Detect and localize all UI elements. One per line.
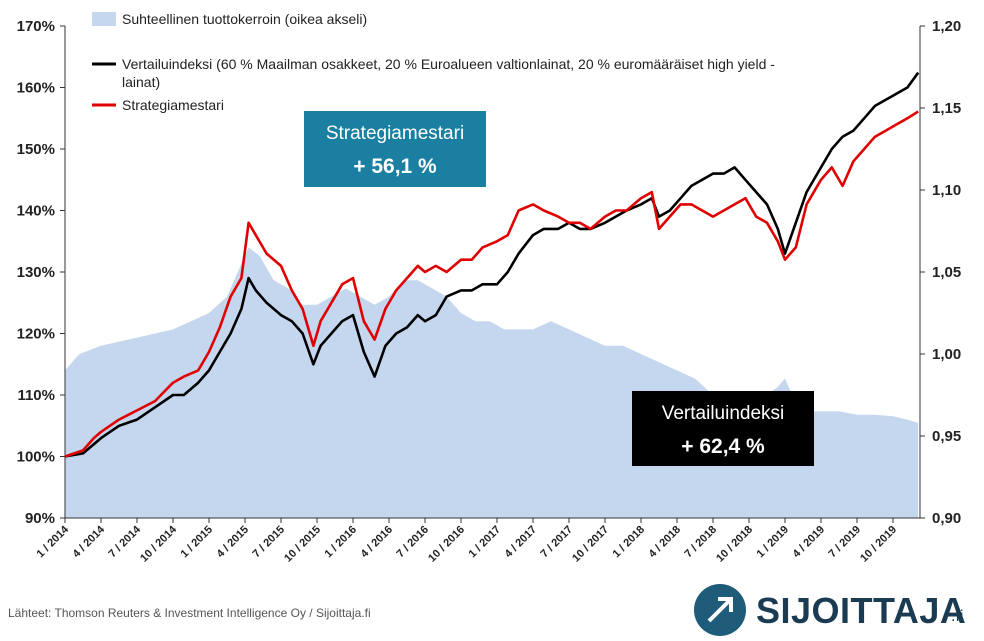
- legend-label-area: Suhteellinen tuottokerroin (oikea akseli…: [122, 11, 367, 27]
- x-tick-label: 1 / 2015: [179, 524, 216, 561]
- y-left-tick-label: 100%: [17, 449, 55, 466]
- x-tick-label: 1 / 2019: [755, 524, 792, 561]
- vertailuindeksi-callout: Vertailuindeksi + 62,4 %: [632, 391, 814, 466]
- x-tick-label: 7 / 2015: [251, 524, 288, 561]
- legend-label-strategiamestari: Strategiamestari: [122, 97, 224, 113]
- x-tick-label: 10 / 2016: [426, 524, 467, 565]
- x-tick-label: 7 / 2016: [395, 524, 432, 561]
- x-tick-label: 4 / 2017: [503, 524, 540, 561]
- legend-swatch-area: [92, 12, 116, 26]
- strategiamestari-callout-label: Strategiamestari: [325, 123, 465, 144]
- x-tick-label: 1 / 2017: [467, 524, 504, 561]
- x-tick-label: 1 / 2018: [611, 524, 648, 561]
- x-tick-label: 4 / 2015: [215, 524, 252, 561]
- y-left-tick-label: 120%: [17, 326, 55, 343]
- series-area-tuottokerroin: [65, 247, 919, 518]
- y-right-tick-label: 1,00: [932, 346, 961, 363]
- y-right-tick-label: 1,15: [932, 100, 961, 117]
- y-left-tick-label: 160%: [17, 80, 55, 97]
- y-left-tick-label: 130%: [17, 264, 55, 281]
- y-right-tick-label: 1,10: [932, 182, 961, 199]
- legend-label-vertailuindeksi-line1: Vertailuindeksi (60 % Maailman osakkeet,…: [122, 56, 775, 72]
- source-note: Lähteet: Thomson Reuters & Investment In…: [8, 606, 371, 620]
- x-tick-label: 4 / 2016: [359, 524, 396, 561]
- x-tick-label: 7 / 2017: [539, 524, 576, 561]
- brand-logo[interactable]: SIJOITTAJA .fi: [694, 584, 984, 636]
- x-tick-label: 1 / 2016: [323, 524, 360, 561]
- series-line-strategiamestari: [64, 110, 919, 458]
- series-line-vertailuindeksi: [64, 71, 920, 458]
- x-tick-label: 10 / 2018: [714, 524, 755, 565]
- x-tick-label: 10 / 2019: [858, 524, 899, 565]
- y-left-tick-label: 110%: [17, 387, 55, 404]
- legend-label-vertailuindeksi-line2: lainat): [122, 74, 160, 90]
- y-left-tick-label: 150%: [17, 141, 55, 158]
- vertailuindeksi-callout-label: Vertailuindeksi: [661, 403, 785, 424]
- x-tick-label: 7 / 2014: [107, 523, 144, 560]
- x-tick-label: 4 / 2019: [791, 524, 828, 561]
- x-tick-label: 10 / 2015: [282, 524, 323, 565]
- y-left-tick-label: 90%: [25, 510, 55, 527]
- strategiamestari-callout: Strategiamestari + 56,1 %: [304, 111, 486, 187]
- arrow-logo-icon: [694, 584, 746, 636]
- y-right-tick-label: 1,20: [932, 18, 961, 35]
- x-tick-label: 4 / 2018: [647, 524, 684, 561]
- vertailuindeksi-callout-value: + 62,4 %: [681, 435, 765, 458]
- y-right-tick-label: 0,95: [932, 428, 961, 445]
- x-tick-label: 4 / 2014: [71, 523, 108, 560]
- y-right-tick-label: 0,90: [932, 510, 961, 527]
- y-right-tick-label: 1,05: [932, 264, 961, 281]
- x-tick-label: 10 / 2014: [138, 523, 180, 565]
- brand-suffix: .fi: [951, 608, 964, 625]
- x-tick-label: 1 / 2014: [35, 523, 72, 560]
- y-left-tick-label: 140%: [17, 203, 55, 220]
- strategiamestari-callout-value: + 56,1 %: [353, 155, 437, 178]
- x-tick-label: 10 / 2017: [570, 524, 611, 565]
- y-left-tick-label: 170%: [17, 18, 55, 35]
- x-tick-label: 7 / 2018: [683, 524, 720, 561]
- x-tick-label: 7 / 2019: [827, 524, 864, 561]
- brand-wordmark: SIJOITTAJA: [756, 590, 967, 631]
